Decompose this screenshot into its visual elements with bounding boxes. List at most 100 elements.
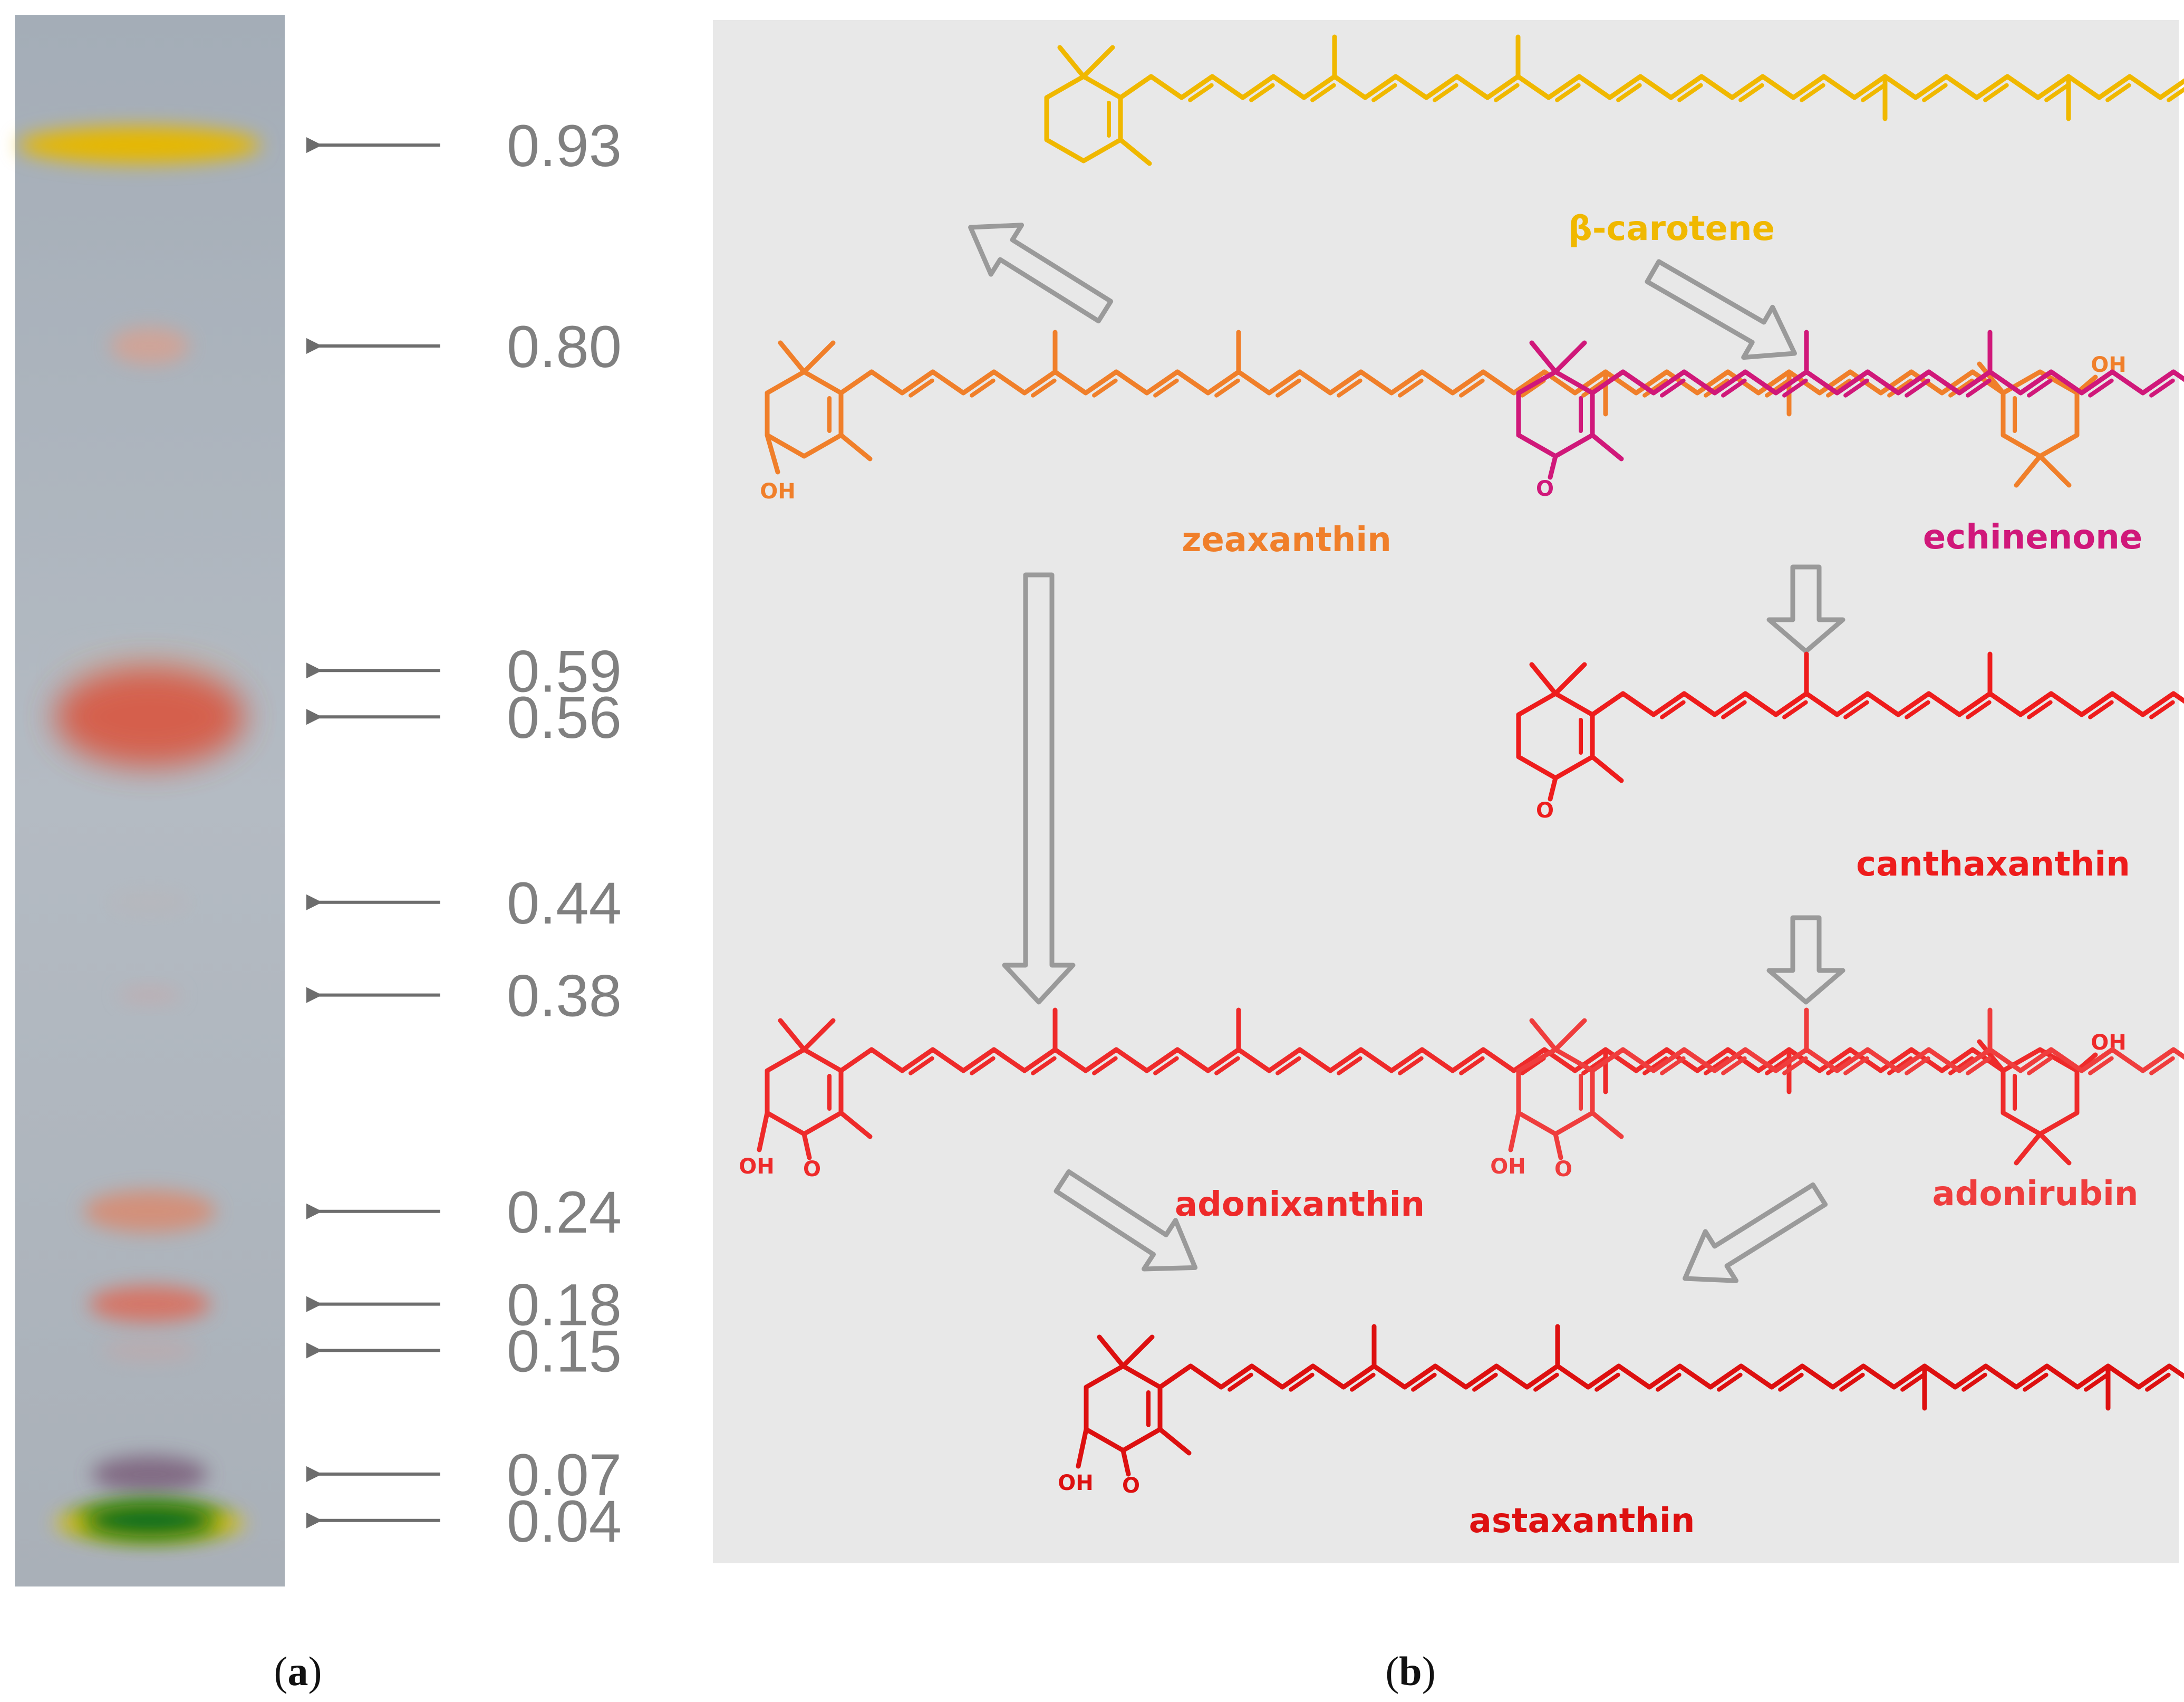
- adonixanthin-chain-double-bond: [1765, 1056, 1791, 1075]
- adonixanthin-name-label: adonixanthin: [1175, 1185, 1425, 1224]
- reaction-arrows: [968, 223, 1845, 1283]
- arrow-beta-to-echinenone: [1645, 259, 1797, 360]
- tlc-band: [89, 1285, 210, 1323]
- panel-b-label: (b): [1385, 1648, 1435, 1694]
- beta-carotene-chain-double-bond: [1249, 83, 1275, 102]
- echinenone-name-label: echinenone: [1923, 518, 2142, 557]
- zeaxanthin-chain-double-bond: [1214, 378, 1240, 398]
- adonirubin-left-keto-label: O: [1554, 1157, 1572, 1181]
- beta-carotene-name-label: β-carotene: [1568, 209, 1775, 248]
- zeaxanthin-chain-double-bond: [1031, 378, 1057, 398]
- astaxanthin-left-keto-label: O: [1122, 1474, 1140, 1498]
- astaxanthin-name-label: astaxanthin: [1469, 1502, 1695, 1541]
- canthaxanthin-chain-double-bond: [1782, 700, 1808, 719]
- canthaxanthin-left-methyl: [1590, 754, 1624, 783]
- echinenone-polyene-chain: [1590, 369, 2184, 396]
- tlc-band: [92, 1455, 208, 1493]
- rf-value-label: 0.56: [507, 685, 622, 751]
- astaxanthin-left-methyl: [1157, 1427, 1192, 1456]
- zeaxanthin-chain-double-bond: [1948, 378, 1974, 398]
- astaxanthin-chain-double-bond: [1350, 1372, 1376, 1392]
- tlc-band: [110, 891, 189, 913]
- beta-carotene-chain-double-bond: [1616, 83, 1642, 102]
- adonixanthin-left-gem-dimethyl: [778, 1018, 836, 1052]
- adonixanthin-chain-double-bond: [1642, 1056, 1668, 1075]
- arrow-canthaxanthin-to-adonirubin: [1766, 915, 1845, 1005]
- adonirubin-left-gem-dimethyl: [1529, 1018, 1587, 1052]
- beta-carotene-chain-double-bond: [1310, 83, 1336, 102]
- astaxanthin-chain-double-bond: [1594, 1372, 1620, 1392]
- astaxanthin-structure: OHOOOH: [1058, 1324, 2184, 1498]
- astaxanthin-chain-double-bond: [1900, 1372, 1926, 1392]
- adonirubin-chain-double-bond: [1660, 1056, 1686, 1075]
- rf-value-label: 0.15: [507, 1319, 622, 1384]
- beta-carotene-left-gem-dimethyl: [1057, 45, 1115, 79]
- adonirubin-left-oxy-bonds: [1508, 1110, 1563, 1160]
- echinenone-left-methyl: [1590, 432, 1624, 461]
- tlc-band: [55, 667, 245, 767]
- zeaxanthin-chain-double-bond: [970, 378, 996, 398]
- canthaxanthin-chain-double-bond: [2149, 700, 2175, 719]
- beta-carotene-chain-double-bond: [2105, 83, 2131, 102]
- arrow-adonixanthin-to-astaxanthin: [1054, 1169, 1198, 1272]
- rf-value-label: 0.44: [507, 870, 622, 936]
- canthaxanthin-name-label: canthaxanthin: [1856, 845, 2130, 884]
- rf-value-label: 0.04: [507, 1488, 622, 1554]
- adonixanthin-polyene-chain: [838, 1047, 2006, 1073]
- beta-carotene-chain-double-bond: [1371, 83, 1397, 102]
- adonixanthin-left-methyl: [838, 1110, 873, 1139]
- beta-carotene-chain-double-bond: [1922, 83, 1948, 102]
- panel-a-label: (a): [274, 1648, 322, 1694]
- zeaxanthin-chain-double-bond: [1642, 378, 1668, 398]
- echinenone-chain-double-bond: [2027, 378, 2053, 398]
- arrow-echinenone-to-canthaxanthin: [1766, 564, 1845, 654]
- adonixanthin-chain-double-bond: [1092, 1056, 1118, 1075]
- beta-carotene-chain-double-bond: [2167, 86, 2184, 102]
- echinenone-structure: O: [1516, 330, 2184, 501]
- beta-carotene-structure: [1044, 34, 2184, 166]
- echinenone-left-keto-bond: [1548, 454, 1558, 480]
- tlc-band: [84, 1190, 216, 1233]
- adonixanthin-right-gem-dimethyl: [2014, 1131, 2072, 1166]
- adonixanthin-right-methyl: [1977, 1039, 2006, 1073]
- zeaxanthin-chain-double-bond: [909, 378, 934, 398]
- canthaxanthin-left-keto-label: O: [1536, 799, 1554, 823]
- adonirubin-chain-double-bond: [1721, 1056, 1747, 1075]
- adonixanthin-chain-double-bond: [1337, 1056, 1362, 1075]
- tlc-band: [102, 1340, 197, 1361]
- canthaxanthin-chain-double-bond: [1843, 700, 1869, 719]
- pathway-panel-background: [713, 20, 2179, 1563]
- adonixanthin-chain-double-bond: [1031, 1056, 1057, 1075]
- astaxanthin-chain-double-bond: [1472, 1372, 1498, 1392]
- adonirubin-left-methyl: [1590, 1110, 1624, 1139]
- beta-carotene-chain-double-bond: [1738, 83, 1764, 102]
- beta-carotene-chain-double-bond: [1861, 83, 1887, 102]
- adonixanthin-chain-double-bond: [1398, 1056, 1424, 1075]
- rf-value-label: 0.93: [507, 113, 622, 179]
- zeaxanthin-right-gem-dimethyl: [2014, 454, 2072, 488]
- zeaxanthin-name-label: zeaxanthin: [1182, 521, 1391, 560]
- astaxanthin-chain-double-bond: [1717, 1372, 1743, 1392]
- adonirubin-chain-double-bond: [2149, 1056, 2175, 1075]
- zeaxanthin-left-gem-dimethyl: [778, 340, 836, 374]
- adonixanthin-chain-double-bond: [1826, 1056, 1852, 1075]
- echinenone-chain-double-bond: [1843, 378, 1869, 398]
- adonirubin-name-label: adonirubin: [1932, 1175, 2139, 1214]
- rf-value-label: 0.38: [507, 963, 622, 1029]
- zeaxanthin-left-hydroxyl-label: OH: [760, 479, 795, 504]
- zeaxanthin-left-hydroxyl-bond: [765, 432, 780, 475]
- echinenone-chain-double-bond: [1660, 378, 1686, 398]
- beta-carotene-chain-double-bond: [1433, 83, 1458, 102]
- zeaxanthin-chain-double-bond: [1153, 378, 1179, 398]
- echinenone-chain-double-bond: [1905, 378, 1930, 398]
- astaxanthin-chain-double-bond: [1839, 1372, 1865, 1392]
- adonirubin-chain-double-bond: [1782, 1056, 1808, 1075]
- adonirubin-polyene-chain: [1590, 1047, 2184, 1073]
- astaxanthin-left-oxy-bonds: [1076, 1427, 1131, 1477]
- rf-value-label: 0.18: [507, 1272, 622, 1338]
- tlc-band-core: [86, 1504, 213, 1536]
- rf-value-label: 0.24: [507, 1179, 622, 1245]
- adonirubin-left-hydroxyl-label: OH: [1490, 1155, 1525, 1179]
